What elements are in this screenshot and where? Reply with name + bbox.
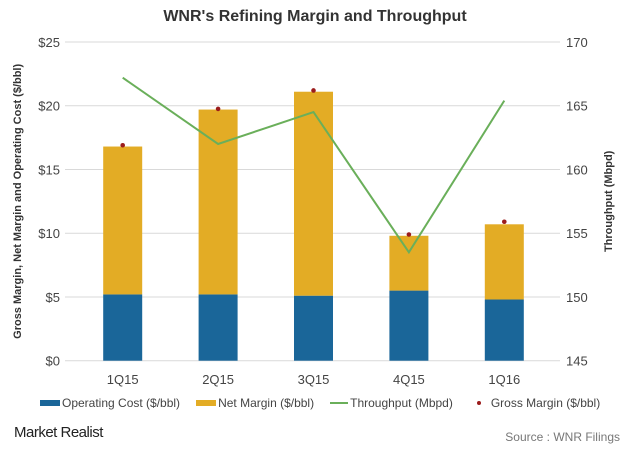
legend-item-operating-cost: Operating Cost ($/bbl) [40,396,180,410]
y2-tick-label: 150 [566,290,588,305]
bar-net-margin [198,109,238,295]
x-tick-label: 4Q15 [393,372,425,387]
gross-margin-point [406,232,412,237]
chart-title: WNR's Refining Margin and Throughput [163,8,467,25]
y2-tick-label: 160 [566,162,588,177]
y2-axis-label: Throughput (Mbpd) [603,150,615,252]
bar-net-margin [294,91,333,296]
x-tick-label: 1Q15 [107,372,139,387]
bar-operating-cost [198,294,238,361]
legend-label: Operating Cost ($/bbl) [62,396,181,410]
y-tick-label: $5 [46,290,60,305]
legend-item-throughput: Throughput (Mbpd) [330,396,453,410]
legend-item-net-margin: Net Margin ($/bbl) [196,396,314,410]
bar-net-margin [484,224,524,300]
y-tick-label: $10 [38,226,60,241]
source-note: Source : WNR Filings [505,430,620,444]
bar-operating-cost [389,290,429,361]
bar-net-margin [389,235,429,291]
legend-label: Gross Margin ($/bbl) [490,396,601,410]
bar-operating-cost [484,299,524,361]
y-axis-label: Gross Margin, Net Margin and Operating C… [12,64,24,339]
gross-margin-point [215,106,221,112]
bar-operating-cost [103,294,143,361]
gross-margin-point [311,88,316,93]
x-tick-label: 3Q15 [298,372,330,387]
legend-label: Throughput (Mbpd) [350,396,453,410]
y2-tick-label: 145 [566,354,588,369]
gross-margin-point [120,142,125,148]
x-tick-label: 2Q15 [202,372,234,387]
y2-tick-label: 165 [566,99,588,114]
x-tick-label: 1Q16 [488,372,520,387]
legend-item-gross-margin: Gross Margin ($/bbl) [469,396,600,410]
y-tick-label: $25 [38,35,60,50]
y2-tick-label: 155 [566,226,588,241]
y2-tick-label: 170 [566,35,588,50]
legend: Operating Cost ($/bbl) Net Margin ($/bbl… [40,396,616,410]
bar-operating-cost [294,295,333,361]
y-tick-label: $0 [46,354,60,369]
legend-label: Net Margin ($/bbl) [218,396,315,410]
bar-net-margin [103,146,143,295]
gross-margin-point [502,219,507,225]
market-realist-logo: Market Realist [14,424,103,441]
y-tick-label: $15 [38,162,60,177]
y-tick-label: $20 [38,99,60,114]
